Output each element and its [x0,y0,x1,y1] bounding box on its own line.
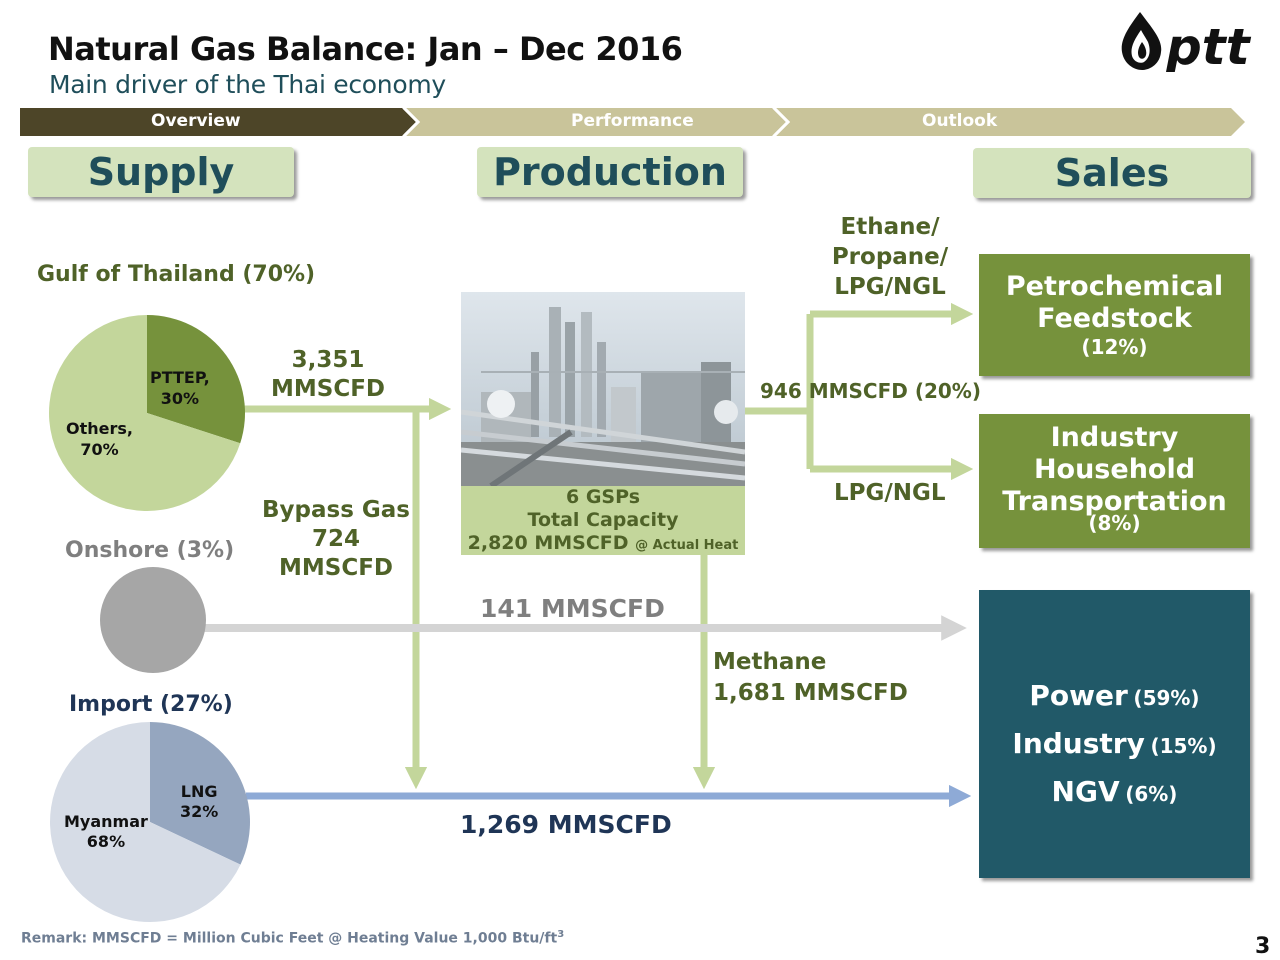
ethane-line1: Ethane/ [840,214,940,240]
pie-import-myanmar-value: 68% [86,832,126,851]
pie-slice-pttep [147,315,246,444]
ptt-flame-icon [1121,12,1162,70]
gulf-flow-label: 3,351 MMSCFD [258,346,398,404]
nav-step-outlook-shape[interactable] [776,108,1245,136]
industry-item: Industry (15%) [979,722,1250,770]
ihh-pct: (8%) [1088,511,1141,535]
ihh-line3: Transportation [1002,486,1227,517]
pie-slice-others [48,315,241,511]
power-item: Power (59%) [979,674,1250,722]
bypass-unit: MMSCFD [278,555,394,581]
nav-step-performance-shape[interactable] [406,108,786,136]
gsp-capacity-note: @ Actual Heat [635,538,739,553]
ethane-line2: Propane/ [831,244,949,270]
supply-header: Supply [28,147,294,197]
industry-item-pct: (15%) [1150,734,1217,758]
power-box: Power (59%) Industry (15%) NGV (6%) [979,590,1250,878]
gsp-capacity-value: 2,820 MMSCFD [467,532,629,554]
nav-step-outlook[interactable]: Outlook [922,111,998,131]
industry-item-label: Industry [1012,727,1145,760]
industry-household-box: Industry Household Transportation (8%) [979,414,1250,548]
pie-slice-lng [150,722,251,865]
bypass-label: Bypass Gas 724 MMSCFD [256,496,416,583]
bypass-value: 724 [311,526,360,552]
methane-title: Methane [713,649,827,675]
pie-gulf-pttep-name: PTTEP, [150,368,210,387]
gsp-capacity-line: 2,820 MMSCFD @ Actual Heat [461,532,745,557]
import-pie-chart [50,722,251,923]
power-item-pct: (59%) [1133,686,1200,710]
pie-import-lng-name: LNG [180,782,218,801]
pie-gulf-others: Others, 70% [66,418,133,460]
pie-gulf-pttep-value: 30% [160,389,199,408]
lpg-ngl-label: LPG/NGL [834,480,946,506]
ihh-line1: Industry [1050,422,1179,453]
gas-plant-image [461,292,745,486]
onshore-circle [100,567,206,673]
methane-label: Methane 1,681 MMSCFD [713,647,908,709]
import-flow-label: 1,269 MMSCFD [460,810,672,839]
petro-pct: (12%) [1081,335,1148,359]
gulf-pie-chart [48,315,246,511]
methane-value: 1,681 MMSCFD [713,680,908,706]
logo-text: ptt [1165,18,1252,72]
ngv-item-label: NGV [1051,775,1120,808]
bypass-title: Bypass Gas [262,497,410,523]
ihh-line2: Household [1033,454,1196,485]
gsp-count: 6 GSPs [565,486,640,508]
power-item-label: Power [1029,679,1128,712]
nav-step-performance[interactable]: Performance [571,111,694,131]
ptt-logo: ptt [1121,12,1252,72]
sales-header: Sales [973,148,1251,198]
pie-import-myanmar: Myanmar 68% [64,812,148,852]
pie-slice-myanmar [50,722,241,923]
ngv-item-pct: (6%) [1125,782,1178,806]
pie-import-lng: LNG 32% [180,782,218,822]
nav-step-overview[interactable]: Overview [151,111,241,131]
page-title: Natural Gas Balance: Jan – Dec 2016 [48,30,683,68]
ethane-label: Ethane/ Propane/ LPG/NGL [820,212,960,302]
gulf-flow-value: 3,351 [291,347,365,373]
petro-line1: Petrochemical [1005,271,1224,302]
gsp-capacity-box: 6 GSPs Total Capacity 2,820 MMSCFD @ Act… [461,486,745,555]
pie-gulf-others-name: Others, [66,419,133,438]
onshore-flow-label: 141 MMSCFD [480,594,665,623]
pie-gulf-pttep: PTTEP, 30% [150,367,210,409]
pie-gulf-others-value: 70% [80,440,119,459]
petro-line2: Feedstock [1037,303,1192,334]
production-header: Production [477,147,743,197]
gulf-label: Gulf of Thailand (70%) [37,262,316,287]
pie-import-myanmar-name: Myanmar [64,812,148,831]
remark: Remark: MMSCFD = Million Cubic Feet @ He… [21,929,564,947]
gulf-flow-unit: MMSCFD [270,376,386,402]
gsp-output-label: 946 MMSCFD (20%) [760,379,981,403]
ngv-item: NGV (6%) [979,770,1250,818]
ethane-line3: LPG/NGL [834,274,946,300]
section-nav [20,108,1245,136]
remark-text: Remark: MMSCFD = Million Cubic Feet @ He… [21,930,558,947]
onshore-label: Onshore (3%) [65,538,235,563]
pie-import-lng-value: 32% [180,802,219,821]
page-subtitle: Main driver of the Thai economy [49,70,446,99]
nav-step-overview-shape[interactable] [20,108,416,136]
petrochemical-box: Petrochemical Feedstock (12%) [979,254,1250,376]
gsp-capacity-title: Total Capacity [527,509,679,531]
import-label: Import (27%) [69,692,233,717]
remark-sup: 3 [557,929,565,940]
page-number: 3 [1255,934,1271,959]
